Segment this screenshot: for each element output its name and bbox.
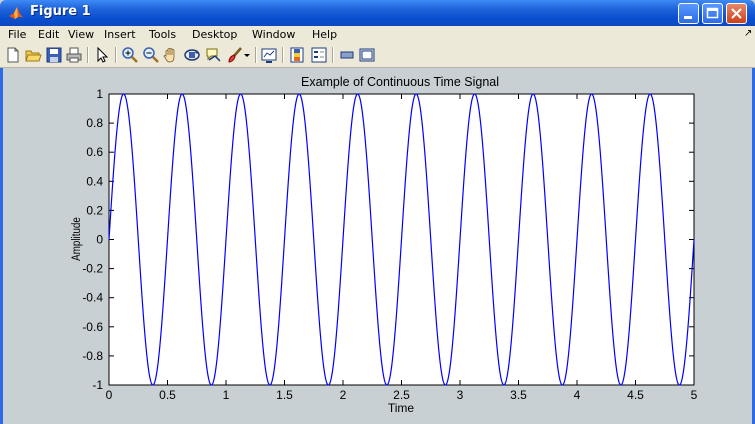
x-tick-label: 1.5 — [276, 388, 293, 402]
close-icon — [731, 8, 742, 19]
x-tick-label: 2.5 — [393, 388, 410, 402]
window-title: Figure 1 — [30, 4, 91, 19]
y-tick-label: 0.8 — [86, 116, 103, 130]
menu-file[interactable]: File — [8, 28, 27, 41]
menu-window[interactable]: Window — [252, 28, 296, 41]
y-tick-label: -0.2 — [82, 262, 103, 276]
x-axis-label: Time — [388, 401, 415, 415]
new-figure-icon[interactable] — [4, 46, 22, 64]
show-plot-tools-icon[interactable] — [358, 46, 376, 64]
brush-icon[interactable] — [226, 46, 244, 64]
signal-line — [108, 93, 695, 386]
insert-colorbar-icon[interactable] — [288, 46, 306, 64]
maximize-icon — [706, 7, 719, 19]
y-tick-label: 0 — [96, 233, 103, 247]
y-tick-label: 0.6 — [86, 145, 103, 159]
y-tick-label: -0.6 — [82, 320, 103, 334]
pointer-icon[interactable] — [93, 46, 111, 64]
menu-insert[interactable]: Insert — [104, 28, 136, 41]
hide-plot-tools-icon[interactable] — [338, 46, 356, 64]
x-tick-label: 0 — [106, 388, 113, 402]
x-tick-label: 3 — [457, 388, 464, 402]
y-tick-label: 1 — [96, 87, 103, 101]
y-tick-label: 0.4 — [86, 174, 103, 188]
x-tick-labels: 0 0.5 1 1.5 2 2.5 3 3.5 4 4.5 5 — [106, 388, 698, 402]
menu-desktop[interactable]: Desktop — [192, 28, 238, 41]
brush-dropdown-icon[interactable] — [243, 46, 251, 64]
save-icon[interactable] — [45, 46, 63, 64]
matlab-logo-icon — [8, 5, 24, 21]
menu-tools[interactable]: Tools — [149, 28, 177, 41]
x-tick-label: 5 — [691, 388, 698, 402]
close-button[interactable] — [726, 3, 747, 24]
pan-hand-icon[interactable] — [162, 46, 180, 64]
chart-title: Example of Continuous Time Signal — [301, 75, 499, 89]
y-tick-label: 0.2 — [86, 203, 103, 217]
link-plot-icon[interactable] — [260, 46, 278, 64]
maximize-button[interactable] — [702, 3, 723, 24]
minimize-icon — [684, 16, 692, 19]
menu-help[interactable]: Help — [312, 28, 338, 41]
menu-edit[interactable]: Edit — [38, 28, 60, 41]
y-tick-label: -0.4 — [82, 291, 103, 305]
y-tick-labels: 1 0.8 0.6 0.4 0.2 0 -0.2 -0.4 -0.6 -0.8 -1 — [82, 87, 103, 392]
x-tick-label: 0.5 — [159, 388, 176, 402]
minimize-button[interactable] — [678, 3, 699, 24]
rotate-3d-icon[interactable] — [183, 46, 201, 64]
zoom-in-icon[interactable] — [121, 46, 139, 64]
data-cursor-icon[interactable] — [205, 46, 223, 64]
undock-arrow-icon[interactable]: ↗ — [744, 28, 753, 39]
print-icon[interactable] — [65, 46, 83, 64]
figure-canvas: Example of Continuous Time Signal 0 0.5 1 1… — [0, 68, 755, 424]
x-tick-label: 3.5 — [510, 388, 527, 402]
x-tick-label: 4.5 — [627, 388, 644, 402]
x-tick-label: 4 — [574, 388, 581, 402]
y-tick-label: -0.8 — [82, 349, 103, 363]
figure-toolbar — [0, 43, 755, 68]
x-tick-label: 2 — [340, 388, 347, 402]
insert-legend-icon[interactable] — [310, 46, 328, 64]
x-tick-label: 1 — [223, 388, 230, 402]
open-file-icon[interactable] — [24, 46, 42, 64]
title-bar[interactable]: Figure 1 — [0, 0, 755, 26]
y-axis-label: Amplitude — [70, 217, 83, 261]
menu-bar: File Edit View Insert Tools Desktop Wind… — [0, 26, 755, 43]
axis-ticks — [108, 93, 695, 386]
window-border-left — [0, 68, 3, 424]
zoom-out-icon[interactable] — [142, 46, 160, 64]
y-tick-label: -1 — [92, 378, 103, 392]
menu-view[interactable]: View — [68, 28, 95, 41]
plot-svg: Example of Continuous Time Signal 0 0.5 1 1… — [70, 75, 698, 415]
window-border-right — [752, 68, 755, 424]
